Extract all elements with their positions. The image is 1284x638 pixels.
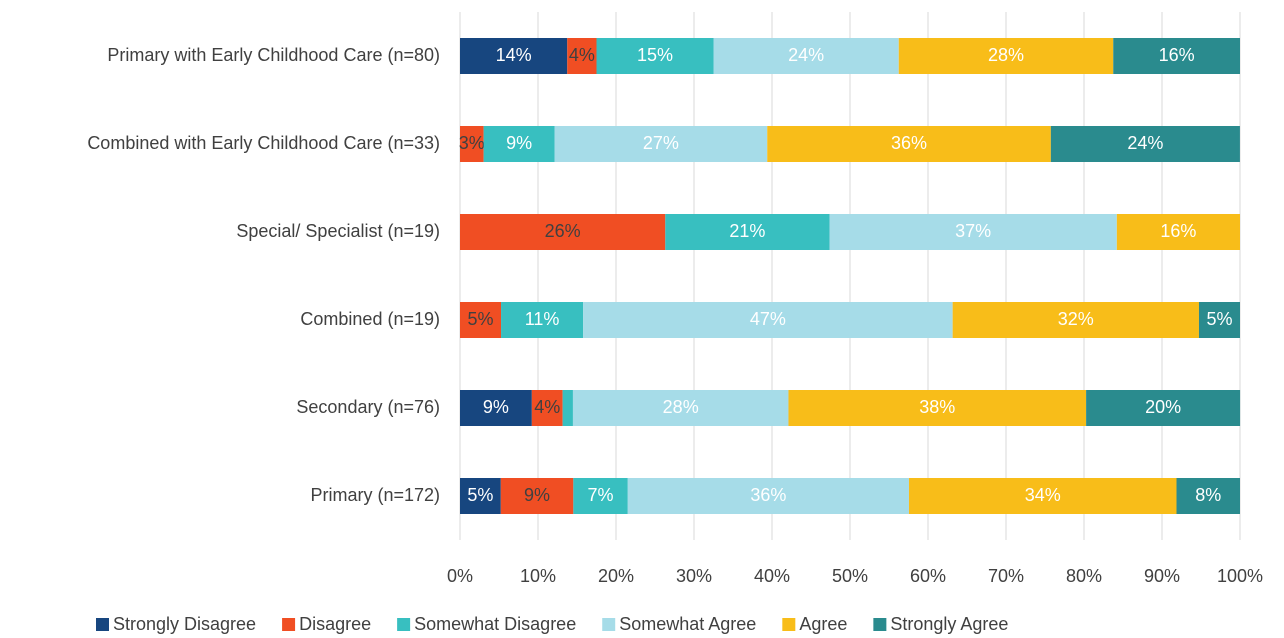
data-label: 24% xyxy=(788,45,824,65)
y-tick-label: Combined with Early Childhood Care (n=33… xyxy=(87,133,440,153)
bar-segment xyxy=(501,302,584,338)
x-tick-label: 80% xyxy=(1066,566,1102,586)
data-label: 37% xyxy=(955,221,991,241)
legend-swatch xyxy=(282,618,296,631)
y-tick-label: Secondary (n=76) xyxy=(296,397,440,417)
bar-segment xyxy=(908,478,1177,514)
legend-label: Somewhat Agree xyxy=(619,614,756,634)
bar-segment xyxy=(460,214,666,250)
bar-segment xyxy=(562,390,573,426)
x-tick-label: 30% xyxy=(676,566,712,586)
bar-segment xyxy=(1086,390,1241,426)
data-label: 36% xyxy=(891,133,927,153)
bar-segment xyxy=(1176,478,1240,514)
data-label: 47% xyxy=(750,309,786,329)
data-label: 34% xyxy=(1025,485,1061,505)
bar-segment xyxy=(460,126,484,162)
x-tick-label: 10% xyxy=(520,566,556,586)
data-label: 16% xyxy=(1159,45,1195,65)
data-label: 21% xyxy=(729,221,765,241)
x-tick-label: 40% xyxy=(754,566,790,586)
bar-segment xyxy=(583,302,953,338)
bar-segment xyxy=(952,302,1199,338)
data-label: 14% xyxy=(496,45,532,65)
data-label: 9% xyxy=(506,133,532,153)
data-label: 9% xyxy=(524,485,550,505)
y-tick-label: Primary (n=172) xyxy=(310,485,440,505)
x-tick-label: 50% xyxy=(832,566,868,586)
bar-segment xyxy=(788,390,1087,426)
bar-segment xyxy=(460,38,568,74)
legend-swatch xyxy=(96,618,109,631)
legend-swatch xyxy=(782,618,796,631)
bar-segment xyxy=(500,478,574,514)
bar-segment xyxy=(596,38,714,74)
legend-label: Disagree xyxy=(299,614,371,634)
data-label: 4% xyxy=(569,45,595,65)
bar-segment xyxy=(567,38,597,74)
bar-segment xyxy=(573,478,628,514)
y-tick-label: Special/ Specialist (n=19) xyxy=(236,221,440,241)
data-label: 20% xyxy=(1145,397,1181,417)
data-label: 28% xyxy=(988,45,1024,65)
x-tick-label: 60% xyxy=(910,566,946,586)
data-label: 5% xyxy=(468,309,494,329)
data-label: 27% xyxy=(643,133,679,153)
data-label: 26% xyxy=(545,221,581,241)
y-tick-label: Combined (n=19) xyxy=(300,309,440,329)
bar-segment xyxy=(572,390,789,426)
bar-segment xyxy=(1116,214,1240,250)
bar-segment xyxy=(483,126,555,162)
bar-segment xyxy=(1050,126,1240,162)
bar-segment xyxy=(460,390,532,426)
legend-label: Strongly Agree xyxy=(890,614,1008,634)
legend-swatch xyxy=(873,618,887,631)
bar-segment xyxy=(460,302,502,338)
bar-segment xyxy=(665,214,830,250)
data-label: 24% xyxy=(1127,133,1163,153)
bar-segment xyxy=(829,214,1117,250)
bar-segment xyxy=(713,38,899,74)
bar-segment xyxy=(627,478,909,514)
bar-segment xyxy=(460,478,501,514)
bar-segment xyxy=(1198,302,1240,338)
data-label: 32% xyxy=(1058,309,1094,329)
data-label: 38% xyxy=(919,397,955,417)
bar-segment xyxy=(1113,38,1240,74)
data-label: 16% xyxy=(1160,221,1196,241)
bar-segment xyxy=(554,126,768,162)
x-tick-label: 20% xyxy=(598,566,634,586)
x-tick-label: 0% xyxy=(447,566,473,586)
bar-segment xyxy=(767,126,1051,162)
x-tick-label: 100% xyxy=(1217,566,1263,586)
data-label: 7% xyxy=(588,485,614,505)
data-label: 4% xyxy=(534,397,560,417)
data-label: 3% xyxy=(459,133,485,153)
bar-segment xyxy=(898,38,1114,74)
data-label: 5% xyxy=(1206,309,1232,329)
data-label: 8% xyxy=(1195,485,1221,505)
data-label: 11% xyxy=(525,309,560,329)
bar-segment xyxy=(531,390,563,426)
legend-swatch xyxy=(397,618,411,631)
x-tick-label: 70% xyxy=(988,566,1024,586)
data-label: 9% xyxy=(483,397,509,417)
legend-label: Strongly Disagree xyxy=(113,614,256,634)
legend-label: Somewhat Disagree xyxy=(414,614,576,634)
data-label: 5% xyxy=(467,485,493,505)
y-tick-label: Primary with Early Childhood Care (n=80) xyxy=(107,45,440,65)
data-label: 28% xyxy=(663,397,699,417)
x-tick-label: 90% xyxy=(1144,566,1180,586)
legend-label: Agree xyxy=(799,614,847,634)
data-label: 15% xyxy=(637,45,673,65)
legend-swatch xyxy=(602,618,616,631)
data-label: 36% xyxy=(750,485,786,505)
